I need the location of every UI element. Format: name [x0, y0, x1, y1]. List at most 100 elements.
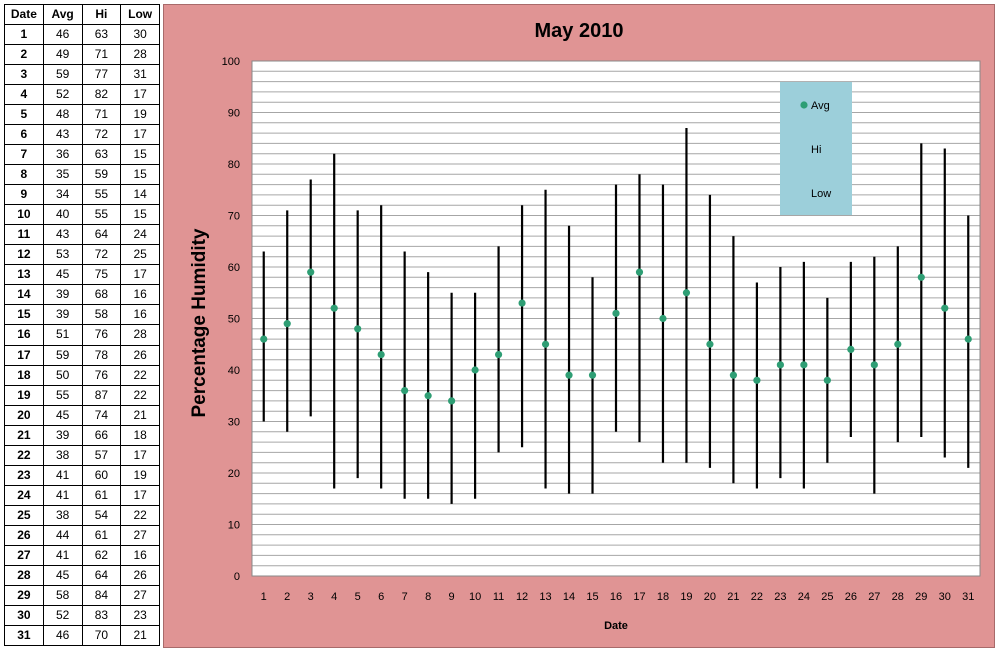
chart-panel: May 2010 Date Percentage Humidity 0 10 20 3…: [163, 4, 995, 648]
x-tick-label: 8: [425, 591, 431, 603]
date-cell: 4: [4, 84, 44, 106]
low-cell: 16: [120, 304, 160, 326]
hi-cell: 66: [81, 424, 122, 446]
avg-point: [260, 335, 268, 343]
avg-point: [823, 376, 831, 384]
avg-point: [941, 304, 949, 312]
avg-cell: 45: [42, 564, 83, 586]
avg-point: [800, 361, 808, 369]
low-cell: 22: [120, 504, 160, 526]
x-tick-label: 29: [915, 591, 927, 603]
x-tick-label: 30: [939, 591, 951, 603]
avg-cell: 34: [42, 184, 83, 206]
x-tick-label: 20: [704, 591, 716, 603]
low-cell: 16: [120, 284, 160, 306]
x-tick-label: 18: [657, 591, 669, 603]
date-cell: 14: [4, 284, 44, 306]
low-cell: 25: [120, 244, 160, 266]
date-cell: 22: [4, 444, 44, 466]
avg-cell: 52: [42, 84, 83, 106]
table-row: 16 51 76 28: [4, 324, 160, 346]
x-tick-label: 25: [821, 591, 833, 603]
hi-cell: 55: [81, 184, 122, 206]
avg-point: [659, 314, 667, 323]
table-row: 4 52 82 17: [4, 84, 160, 106]
x-tick-label: 7: [402, 591, 408, 603]
x-tick-label: 19: [680, 591, 692, 603]
avg-point: [917, 273, 925, 281]
hi-cell: 83: [81, 604, 122, 626]
date-cell: 15: [4, 304, 44, 326]
low-cell: 22: [120, 384, 160, 406]
y-tick-label: 80: [228, 159, 240, 171]
humidity-chart: May 2010 Date Percentage Humidity 0 10 20 3…: [189, 20, 981, 632]
x-tick-label: 13: [539, 591, 551, 603]
hi-cell: 68: [81, 284, 122, 306]
hi-cell: 84: [81, 584, 122, 606]
date-cell: 16: [4, 324, 44, 346]
x-tick-label: 6: [378, 591, 384, 603]
avg-point: [401, 387, 409, 395]
table-row: 3 59 77 31: [4, 64, 160, 86]
low-cell: 28: [120, 324, 160, 346]
low-cell: 27: [120, 584, 160, 606]
avg-cell: 59: [42, 64, 83, 86]
low-cell: 27: [120, 524, 160, 546]
x-tick-label: 26: [845, 591, 857, 603]
avg-point: [541, 340, 550, 348]
low-cell: 17: [120, 264, 160, 286]
low-cell: 14: [120, 184, 160, 206]
avg-point: [588, 371, 597, 379]
data-table: Date Avg Hi Low 1 46 63 30 2 49 71 28 3 59 77 31 4 52…: [4, 4, 160, 647]
x-tick-label: 9: [449, 591, 455, 603]
low-cell: 17: [120, 124, 160, 146]
low-cell: 17: [120, 84, 160, 106]
table-row: 10 40 55 15: [4, 204, 160, 226]
date-cell: 2: [4, 44, 44, 66]
x-tick-label: 12: [516, 591, 528, 603]
date-cell: 7: [4, 144, 44, 166]
hi-cell: 61: [81, 484, 122, 506]
x-tick-label: 15: [586, 591, 598, 603]
header-avg: Avg: [42, 4, 83, 25]
x-tick-label: 14: [563, 591, 575, 603]
table-row: 7 36 63 15: [4, 144, 160, 166]
legend-box: [780, 82, 852, 215]
avg-point: [424, 392, 432, 400]
hi-cell: 57: [81, 444, 122, 466]
avg-cell: 52: [42, 604, 83, 626]
y-tick-label: 70: [228, 211, 240, 223]
low-cell: 16: [120, 544, 160, 566]
avg-cell: 49: [42, 44, 83, 66]
date-cell: 26: [4, 524, 44, 546]
date-cell: 20: [4, 404, 44, 426]
y-tick-label: 90: [228, 108, 240, 120]
table-row: 30 52 83 23: [4, 604, 160, 626]
hi-cell: 71: [81, 104, 122, 126]
avg-point: [518, 299, 526, 307]
table-row: 15 39 58 16: [4, 304, 160, 326]
y-tick-label: 20: [228, 468, 240, 480]
date-cell: 19: [4, 384, 44, 406]
y-tick-label: 40: [228, 365, 240, 377]
date-cell: 11: [4, 224, 44, 246]
table-row: 20 45 74 21: [4, 404, 160, 426]
low-cell: 26: [120, 344, 160, 366]
hi-cell: 87: [81, 384, 122, 406]
table-row: 1 46 63 30: [4, 23, 160, 46]
table-row: 5 48 71 19: [4, 104, 160, 126]
avg-point: [682, 289, 691, 297]
x-tick-label: 2: [284, 591, 290, 603]
date-cell: 29: [4, 584, 44, 606]
avg-cell: 53: [42, 244, 83, 266]
avg-cell: 44: [42, 524, 83, 546]
x-axis-title: Date: [604, 620, 628, 632]
x-tick-label: 17: [633, 591, 645, 603]
hi-cell: 64: [81, 224, 122, 246]
date-cell: 9: [4, 184, 44, 206]
date-cell: 10: [4, 204, 44, 226]
table-row: 31 46 70 21: [4, 624, 160, 647]
y-tick-label: 50: [228, 314, 240, 326]
table-row: 19 55 87 22: [4, 384, 160, 406]
x-tick-label: 22: [751, 591, 763, 603]
